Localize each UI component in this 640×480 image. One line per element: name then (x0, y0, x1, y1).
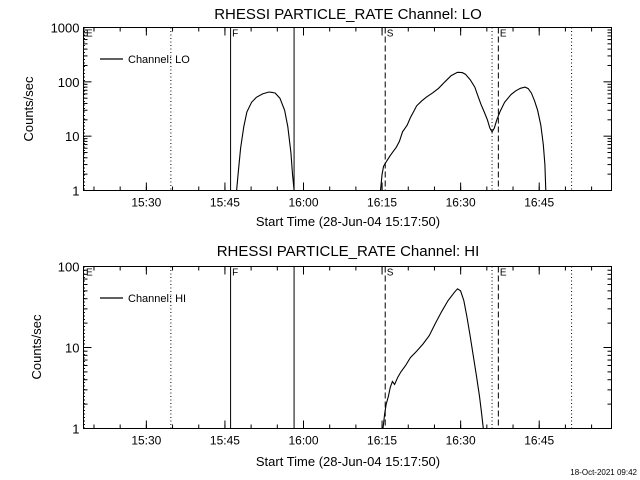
legend: Channel: LO (100, 54, 190, 66)
x-axis: 15:30 15:45 16:00 16:15 16:30 16:45 (93, 27, 593, 210)
panel-title: RHESSI PARTICLE_RATE Channel: HI (217, 243, 480, 260)
event-marker-label: F (232, 268, 238, 279)
y-tick-label: 1 (72, 184, 79, 199)
y-tick-label: 1 (72, 422, 79, 437)
x-tick-label: 16:00 (288, 434, 318, 448)
x-tick-label: 15:45 (210, 434, 240, 448)
x-tick-label: 15:30 (131, 434, 161, 448)
x-tick-label: 16:15 (367, 434, 397, 448)
x-axis-label: Start Time (28-Jun-04 15:17:50) (256, 454, 440, 469)
y-axis: 1 10 100 1000 (51, 21, 612, 199)
x-tick-label: 16:45 (524, 434, 554, 448)
x-tick-label: 16:30 (446, 196, 476, 210)
y-tick-label: 1000 (51, 21, 80, 36)
y-axis: 1 10 100 (58, 260, 612, 437)
plot-frame (83, 266, 612, 429)
event-marker-label: E (86, 29, 93, 40)
x-tick-label: 16:30 (446, 434, 476, 448)
rate-curve (382, 288, 484, 429)
y-axis-label: Counts/sec (29, 314, 44, 380)
event-marker-label: E (500, 268, 507, 279)
x-tick-label: 15:30 (131, 196, 161, 210)
legend: Channel: HI (100, 293, 186, 305)
panel-title: RHESSI PARTICLE_RATE Channel: LO (214, 6, 482, 23)
event-marker-label: E (500, 29, 507, 40)
series-line (379, 71, 547, 191)
plot-frame (83, 27, 612, 191)
y-axis-label: Counts/sec (21, 76, 36, 142)
legend-label: Channel: HI (128, 293, 186, 305)
x-axis-label: Start Time (28-Jun-04 15:17:50) (256, 214, 440, 229)
event-marker-label: F (232, 29, 238, 40)
y-tick-label: 10 (65, 341, 79, 356)
y-tick-label: 100 (58, 260, 80, 275)
event-marker-label: S (387, 268, 394, 279)
x-tick-label: 16:15 (367, 196, 397, 210)
x-tick-label: 16:45 (524, 196, 554, 210)
x-tick-label: 16:00 (288, 196, 318, 210)
x-axis: 15:30 15:45 16:00 16:15 16:30 16:45 (93, 266, 593, 448)
panel-lo: RHESSI PARTICLE_RATE Channel: LO E F S E 15… (21, 6, 612, 229)
y-tick-label: 100 (58, 75, 80, 90)
rate-curve (236, 71, 547, 191)
panel-hi: RHESSI PARTICLE_RATE Channel: HI E F S E 15… (29, 243, 612, 469)
series-line (236, 91, 295, 191)
series-line (382, 288, 484, 429)
legend-label: Channel: LO (128, 54, 190, 66)
event-marker-label: E (86, 268, 93, 279)
x-tick-label: 15:45 (210, 196, 240, 210)
footer-timestamp: 18-Oct-2021 09:42 (570, 468, 637, 477)
y-tick-label: 10 (65, 129, 79, 144)
event-marker-label: S (387, 29, 394, 40)
